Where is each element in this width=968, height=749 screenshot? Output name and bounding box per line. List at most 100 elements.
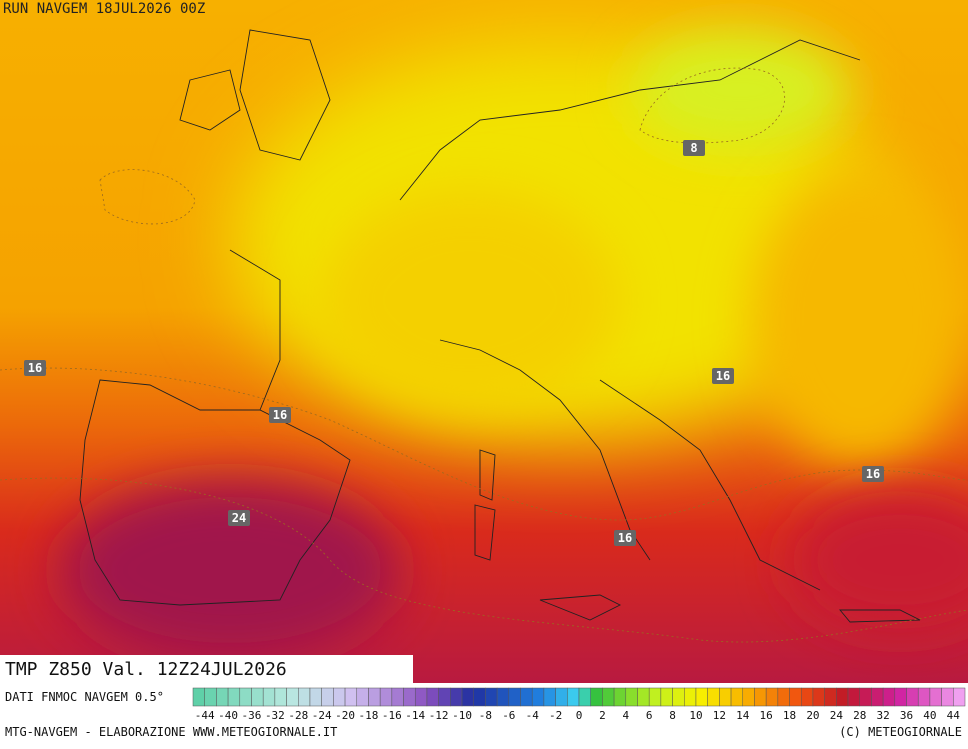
colorbar-swatch (882, 687, 896, 707)
colorbar-tick-label: -2 (549, 709, 562, 722)
colorbar-swatch (847, 687, 860, 707)
credit: MTG-NAVGEM - ELABORAZIONE WWW.METEOGIORN… (5, 725, 337, 739)
colorbar-tick-label: 44 (947, 709, 961, 722)
colorbar-swatch (637, 687, 650, 707)
colorbar-tick-label: 10 (689, 709, 702, 722)
colorbar-swatch (344, 687, 358, 707)
colorbar-swatch (765, 687, 779, 707)
title-box (0, 655, 413, 683)
colorbar-tick-label: -8 (479, 709, 492, 722)
colorbar-swatch (719, 687, 732, 707)
colorbar-swatch (602, 687, 615, 707)
colorbar-swatch (485, 687, 498, 707)
colorbar-tick-label: 18 (783, 709, 796, 722)
colorbar-swatch (941, 687, 954, 707)
colorbar-tick-label: -44 (195, 709, 215, 722)
contour-label: 8 (683, 140, 705, 156)
colorbar-swatch (929, 687, 942, 707)
colorbar-tick-label: -4 (526, 709, 540, 722)
colorbar-tick-label: -24 (312, 709, 332, 722)
colorbar-tick-label: -18 (359, 709, 379, 722)
colorbar-swatch (298, 687, 311, 707)
colorbar-swatch (695, 687, 708, 707)
contour-label: 16 (24, 360, 46, 376)
contour-label: 16 (269, 407, 291, 423)
colorbar-swatch (800, 687, 814, 707)
colorbar-swatch (777, 687, 790, 707)
colorbar-swatch (871, 687, 884, 707)
colorbar-tick-label: 4 (622, 709, 629, 722)
colorbar-swatch (262, 687, 276, 707)
colorbar-swatch (438, 687, 451, 707)
colorbar-swatch (906, 687, 919, 707)
contour-label-text: 16 (866, 467, 880, 481)
colorbar-swatch (227, 687, 241, 707)
colorbar-tick-label: -20 (335, 709, 355, 722)
map (0, 0, 968, 683)
colorbar-swatch (333, 687, 346, 707)
contour-label-box (712, 368, 734, 384)
contour-label-box (862, 466, 884, 482)
contour-label-box (614, 530, 636, 546)
colorbar-swatch (450, 687, 463, 707)
colorbar-swatch (836, 687, 849, 707)
colorbar-tick-label: -12 (429, 709, 449, 722)
colorbar-tick-label: -40 (218, 709, 238, 722)
colorbar-swatch (426, 687, 439, 707)
colorbar-tick-label: 24 (830, 709, 844, 722)
colorbar-swatch (625, 687, 638, 707)
colorbar-swatch (730, 687, 744, 707)
contour-label-box (24, 360, 46, 376)
colorbar-tick-label: -16 (382, 709, 402, 722)
colorbar-swatch (520, 687, 533, 707)
colorbar-swatch (473, 687, 486, 707)
colorbar-swatch (251, 687, 264, 707)
colorbar-swatch (368, 687, 381, 707)
colorbar-tick-label: 2 (599, 709, 606, 722)
colorbar-swatch (216, 687, 229, 707)
map-title: TMP Z850 Val. 12Z24JUL2026 (5, 659, 287, 680)
colorbar-tick-label: -10 (452, 709, 472, 722)
colorbar-swatch (859, 687, 872, 707)
colorbar-swatch (660, 687, 673, 707)
colorbar-swatch (204, 687, 217, 707)
contour-label: 16 (614, 530, 636, 546)
colorbar-swatch (613, 687, 627, 707)
colorbar-swatch (648, 687, 662, 707)
colorbar-swatch (812, 687, 825, 707)
colorbar-swatch (555, 687, 568, 707)
colorbar-swatch (590, 687, 603, 707)
colorbar: -44 -40 -36 -32 -28 -24 -20 -18 -16 -14 -12 -10 -8 -6… (192, 687, 966, 722)
colorbar-swatch (309, 687, 322, 707)
copyright: (C) METEOGIORNALE (839, 725, 962, 739)
colorbar-swatch (403, 687, 416, 707)
colorbar-swatch (286, 687, 299, 707)
colorbar-tick-label: 0 (576, 709, 583, 722)
contour-label-text: 16 (618, 531, 632, 545)
contour-label-text: 16 (28, 361, 42, 375)
colorbar-swatch (391, 687, 404, 707)
contour-label-box (269, 407, 291, 423)
colorbar-swatch (742, 687, 755, 707)
colorbar-swatch (543, 687, 556, 707)
colorbar-tick-label: 32 (876, 709, 889, 722)
colorbar-tick-label: 14 (736, 709, 750, 722)
colorbar-swatch (789, 687, 802, 707)
colorbar-tick-label: 8 (669, 709, 676, 722)
colorbar-tick-label: 16 (760, 709, 773, 722)
colorbar-swatch (672, 687, 685, 707)
colorbar-swatch (894, 687, 907, 707)
colorbar-swatch (321, 687, 334, 707)
contour-label-box (683, 140, 705, 156)
colorbar-tick-label: -28 (288, 709, 308, 722)
contour-label: 16 (712, 368, 734, 384)
colorbar-tick-label: 36 (900, 709, 913, 722)
colorbar-tick-label: 12 (713, 709, 726, 722)
colorbar-swatch (953, 687, 966, 707)
colorbar-swatch (356, 687, 369, 707)
contour-label-text: 16 (716, 369, 730, 383)
colorbar-swatch (754, 687, 767, 707)
colorbar-tick-label: 28 (853, 709, 866, 722)
contour-label-text: 16 (273, 408, 287, 422)
